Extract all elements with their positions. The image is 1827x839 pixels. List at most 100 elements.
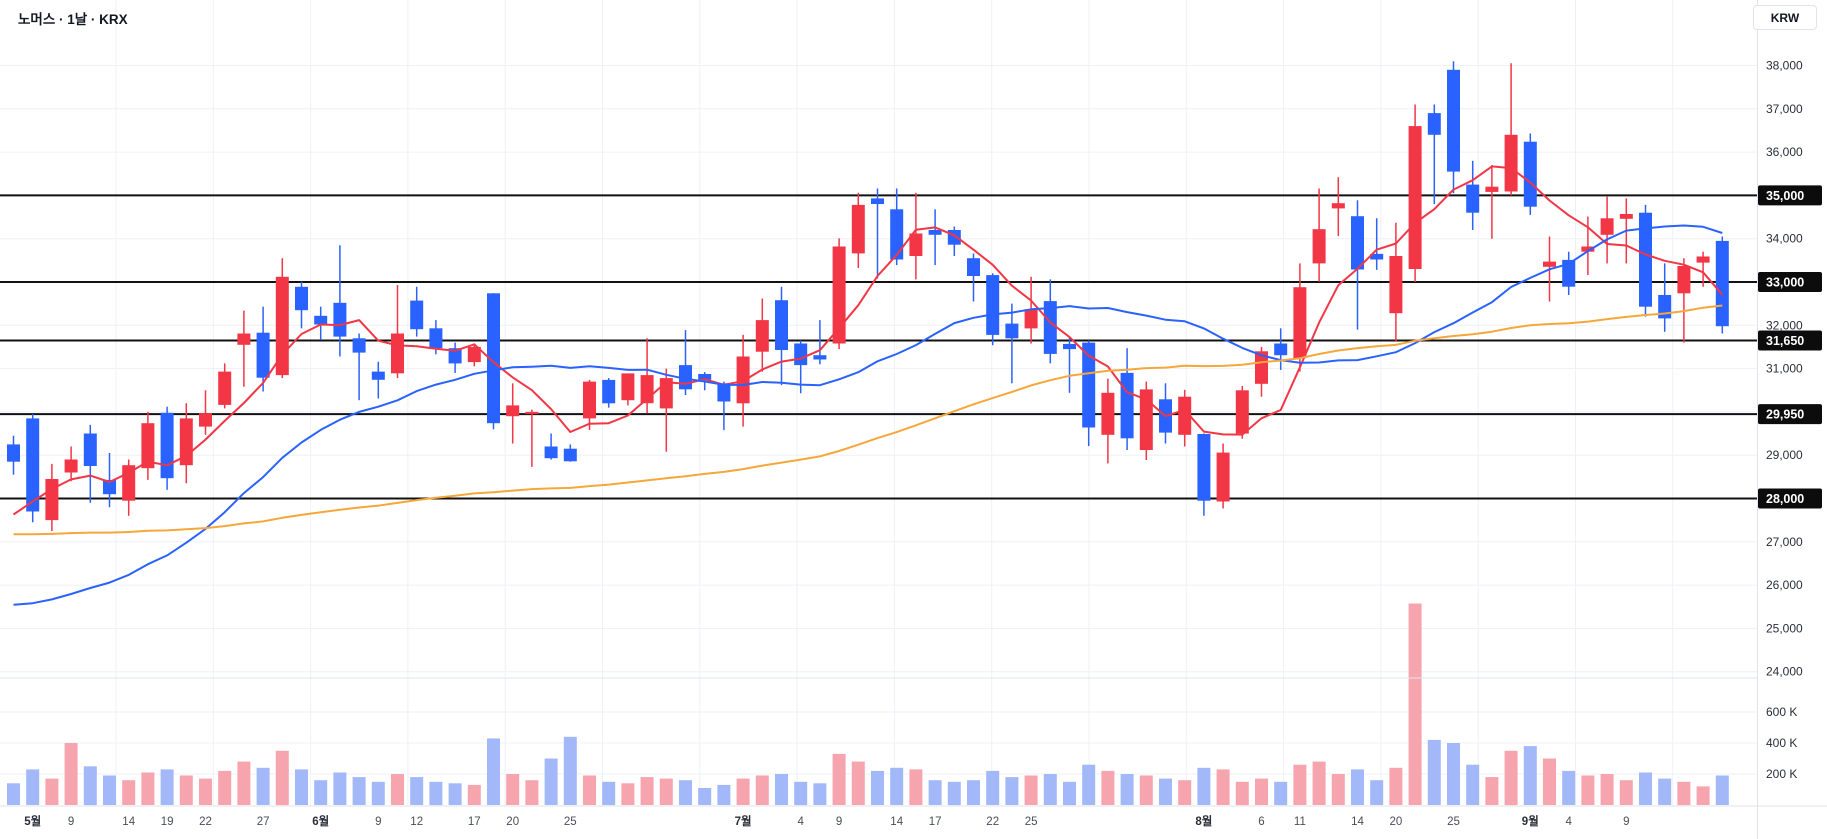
volume-bars bbox=[7, 603, 1729, 806]
volume-bar bbox=[7, 783, 20, 805]
candle-body bbox=[871, 198, 884, 204]
volume-bar bbox=[583, 775, 596, 805]
candle-body bbox=[1293, 287, 1307, 359]
time-tick-label: 14 bbox=[122, 816, 135, 828]
price-tick-label: 29,000 bbox=[1766, 448, 1803, 462]
volume-bar bbox=[986, 770, 1000, 805]
volume-bar bbox=[410, 777, 424, 805]
candle-body bbox=[717, 383, 731, 402]
candle-body bbox=[237, 333, 251, 345]
candle-body bbox=[1715, 240, 1729, 327]
volume-bar bbox=[448, 783, 462, 805]
price-tick-label: 37,000 bbox=[1766, 102, 1803, 116]
volume-bar bbox=[602, 781, 616, 806]
candle-body bbox=[7, 444, 20, 462]
volume-bar bbox=[1178, 780, 1192, 805]
volume-tick-label: 200 K bbox=[1766, 767, 1797, 781]
price-axis[interactable]: 38,000 37,000 36,000 35,000 34,000 33,000 32,0… bbox=[1766, 59, 1803, 679]
volume-bar bbox=[1619, 780, 1633, 805]
candle-body bbox=[1331, 203, 1345, 209]
time-tick-label: 6 bbox=[1258, 816, 1264, 828]
candle-body bbox=[391, 333, 404, 374]
time-tick-label: 19 bbox=[161, 816, 174, 828]
volume-bar bbox=[775, 774, 788, 805]
candle-body bbox=[45, 479, 59, 521]
volume-bar bbox=[1562, 770, 1576, 805]
volume-bar bbox=[26, 769, 40, 805]
volume-bar bbox=[1485, 777, 1499, 805]
candle-body bbox=[103, 479, 116, 495]
volume-bar bbox=[1504, 750, 1518, 806]
time-tick-label: 17 bbox=[468, 816, 481, 828]
volume-bar bbox=[141, 772, 155, 805]
candle-body bbox=[928, 230, 942, 235]
candle-body bbox=[1696, 256, 1710, 263]
volume-bar bbox=[967, 780, 980, 805]
level-badges: 35,000 33,000 31,650 29,950 28,000 bbox=[1758, 185, 1822, 509]
candle-body bbox=[1120, 372, 1134, 439]
volume-bar bbox=[45, 778, 59, 805]
time-tick-label: 4 bbox=[1565, 816, 1572, 828]
moving-averages bbox=[12, 165, 1724, 606]
volume-bar bbox=[1600, 774, 1614, 805]
candle-body bbox=[544, 446, 558, 459]
horizontal-level-lines[interactable] bbox=[0, 194, 1757, 500]
candle-body bbox=[583, 381, 596, 419]
volume-bar bbox=[103, 775, 116, 805]
volume-bar bbox=[122, 780, 136, 805]
time-tick-label: 14 bbox=[890, 816, 903, 828]
volume-bar bbox=[1024, 775, 1038, 805]
volume-bar bbox=[1351, 769, 1364, 805]
time-tick-label: 7월 bbox=[735, 814, 752, 828]
candle-body bbox=[563, 448, 577, 462]
volume-bar bbox=[1715, 775, 1729, 805]
candle-body bbox=[295, 286, 308, 311]
volume-axis[interactable]: 600 K 400 K 200 K bbox=[1766, 705, 1797, 781]
candle-body bbox=[1101, 392, 1115, 435]
time-axis[interactable]: 5월 9 14 19 22 27 6월 9 12 17 20 25 7월 4 9 14 17 22 25 8월 6 11 1… bbox=[24, 814, 1629, 828]
candle-body bbox=[1024, 309, 1038, 329]
ma-fast bbox=[12, 165, 1724, 516]
candle-body bbox=[1427, 113, 1441, 135]
candle-body bbox=[698, 374, 712, 380]
volume-bar bbox=[851, 761, 865, 805]
volume-bar bbox=[1677, 781, 1691, 806]
candle-body bbox=[1216, 452, 1230, 502]
candle-body bbox=[1043, 301, 1057, 354]
candle-body bbox=[525, 411, 539, 415]
candle-body bbox=[218, 371, 232, 405]
currency-toggle-button[interactable]: KRW bbox=[1753, 5, 1817, 30]
candle-body bbox=[967, 258, 980, 276]
volume-bar bbox=[1216, 769, 1230, 805]
candle-body bbox=[736, 356, 750, 404]
ma-mid bbox=[13, 224, 1723, 606]
candle-body bbox=[1504, 134, 1518, 192]
volume-bar bbox=[275, 750, 289, 806]
time-tick-label: 12 bbox=[410, 816, 423, 828]
volume-bar bbox=[1581, 775, 1595, 805]
candle-body bbox=[1312, 229, 1326, 264]
candle-body bbox=[448, 348, 462, 364]
level-badge-label: 31,650 bbox=[1766, 334, 1804, 348]
volume-bar bbox=[755, 775, 769, 805]
candle-body bbox=[1677, 266, 1691, 294]
volume-bar bbox=[1120, 774, 1134, 805]
volume-bar bbox=[1159, 778, 1172, 805]
time-tick-label: 14 bbox=[1351, 816, 1364, 828]
volume-bar bbox=[563, 736, 577, 805]
candle-body bbox=[1235, 390, 1249, 434]
volume-bar bbox=[698, 788, 712, 805]
grid bbox=[0, 0, 1757, 806]
volume-bar bbox=[947, 781, 961, 806]
candle-body bbox=[1197, 434, 1211, 501]
volume-bar bbox=[391, 774, 404, 805]
time-tick-label: 9월 bbox=[1522, 814, 1539, 828]
volume-bar bbox=[429, 781, 443, 806]
candle-body bbox=[1562, 259, 1576, 287]
candle-body bbox=[410, 300, 424, 330]
volume-bar bbox=[1255, 778, 1268, 805]
symbol-title[interactable]: 노머스 · 1날 · KRX bbox=[18, 12, 128, 27]
time-tick-label: 9 bbox=[1623, 816, 1629, 828]
candle-body bbox=[314, 315, 328, 325]
